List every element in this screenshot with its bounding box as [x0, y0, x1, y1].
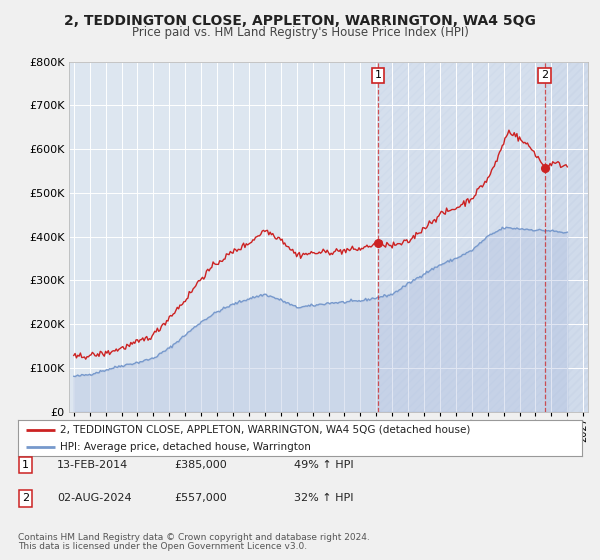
Text: This data is licensed under the Open Government Licence v3.0.: This data is licensed under the Open Gov… [18, 542, 307, 551]
Text: 49% ↑ HPI: 49% ↑ HPI [294, 460, 353, 470]
Text: 2: 2 [541, 71, 548, 80]
Text: Price paid vs. HM Land Registry's House Price Index (HPI): Price paid vs. HM Land Registry's House … [131, 26, 469, 39]
Text: 1: 1 [22, 460, 29, 470]
Bar [545, 62, 588, 412]
Text: 2, TEDDINGTON CLOSE, APPLETON, WARRINGTON, WA4 5QG: 2, TEDDINGTON CLOSE, APPLETON, WARRINGTO… [64, 14, 536, 28]
Text: £557,000: £557,000 [174, 493, 227, 503]
Text: £385,000: £385,000 [174, 460, 227, 470]
Text: 32% ↑ HPI: 32% ↑ HPI [294, 493, 353, 503]
Text: 13-FEB-2014: 13-FEB-2014 [57, 460, 128, 470]
Text: Contains HM Land Registry data © Crown copyright and database right 2024.: Contains HM Land Registry data © Crown c… [18, 533, 370, 542]
Bar [378, 62, 588, 412]
Text: 2: 2 [22, 493, 29, 503]
Text: HPI: Average price, detached house, Warrington: HPI: Average price, detached house, Warr… [60, 442, 311, 451]
Text: 02-AUG-2024: 02-AUG-2024 [57, 493, 131, 503]
Text: 2, TEDDINGTON CLOSE, APPLETON, WARRINGTON, WA4 5QG (detached house): 2, TEDDINGTON CLOSE, APPLETON, WARRINGTO… [60, 425, 470, 435]
Text: 1: 1 [374, 71, 382, 80]
